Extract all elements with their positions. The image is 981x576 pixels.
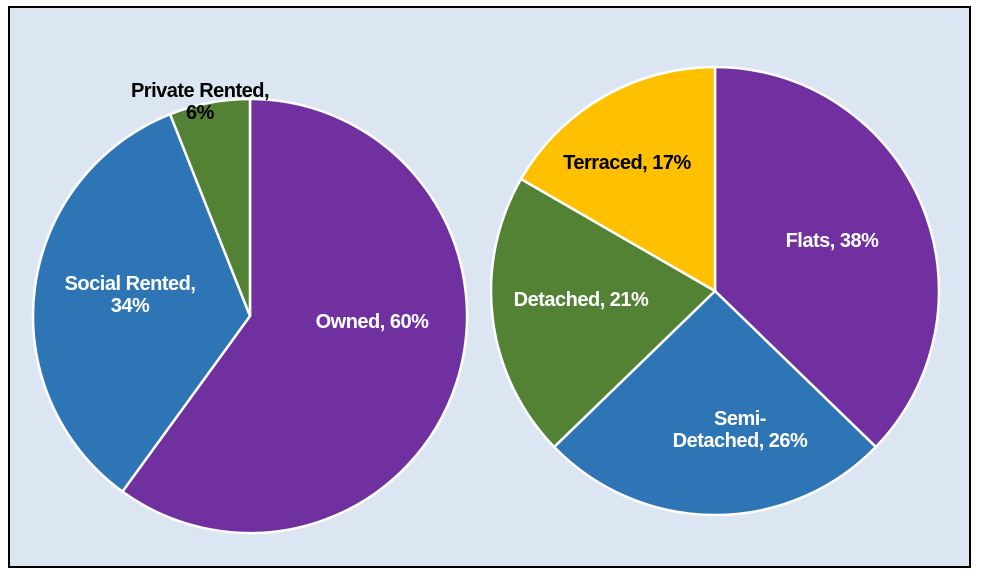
data-label: Private Rented, 6% xyxy=(130,80,270,124)
pie-slice xyxy=(489,177,718,449)
data-label: Flats, 38% xyxy=(785,230,879,252)
data-label: Detached, 21% xyxy=(513,289,649,311)
data-label: Social Rented, 34% xyxy=(64,273,196,317)
pie-slice xyxy=(168,97,252,317)
data-label: Terraced, 17% xyxy=(563,152,691,174)
pie-slice xyxy=(552,289,878,517)
pie-slice xyxy=(120,97,469,535)
pie-slice xyxy=(519,65,717,294)
data-label: Semi- Detached, 26% xyxy=(672,408,808,452)
data-label: Owned, 60% xyxy=(315,311,429,333)
pie-slice xyxy=(713,65,941,449)
pie-slice xyxy=(31,112,252,494)
